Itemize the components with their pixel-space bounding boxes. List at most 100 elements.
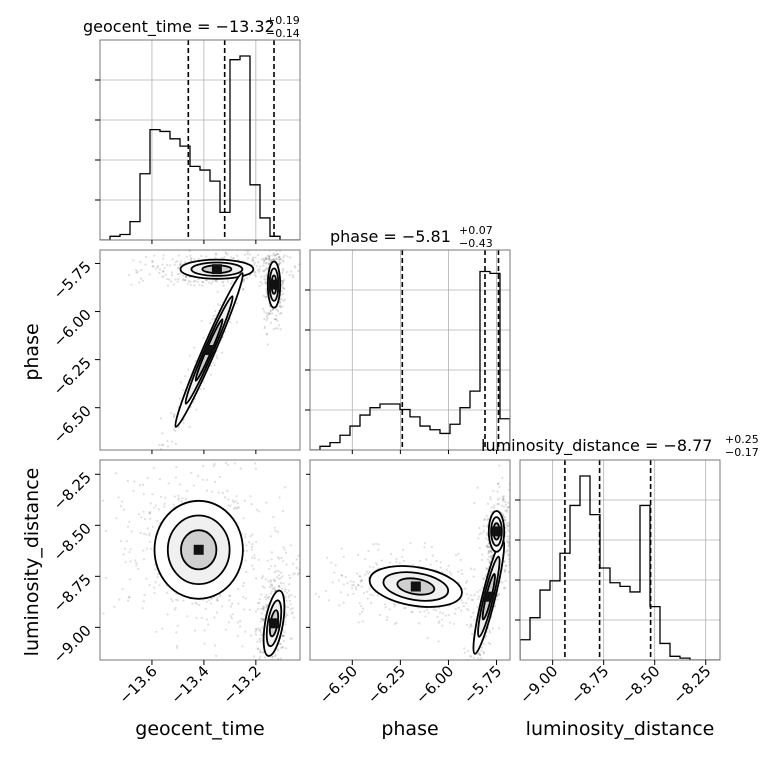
- scatter-point: [504, 509, 507, 512]
- scatter-point: [487, 549, 490, 552]
- scatter-point: [259, 620, 262, 623]
- scatter-point: [276, 203, 278, 205]
- scatter-point: [292, 562, 295, 565]
- panel-phase_vs_geocent_time: [128, 203, 300, 477]
- scatter-point: [117, 496, 120, 499]
- scatter-point: [210, 490, 213, 493]
- scatter-point: [198, 283, 201, 286]
- scatter-point: [361, 610, 364, 613]
- scatter-point: [236, 634, 239, 638]
- scatter-point: [477, 664, 479, 666]
- scatter-point: [175, 598, 178, 601]
- scatter-point: [164, 471, 166, 473]
- scatter-point: [486, 544, 489, 547]
- scatter-point: [278, 258, 281, 261]
- scatter-point: [457, 680, 459, 682]
- scatter-point: [481, 646, 484, 649]
- scatter-point: [253, 247, 255, 249]
- scatter-point: [471, 665, 473, 667]
- scatter-point: [265, 257, 268, 260]
- scatter-point: [226, 463, 229, 466]
- scatter-point: [260, 651, 263, 654]
- scatter-point: [276, 246, 278, 248]
- scatter-point: [260, 633, 263, 637]
- scatter-point: [177, 426, 180, 429]
- scatter-point: [295, 566, 298, 570]
- scatter-point: [274, 654, 277, 657]
- scatter-point: [189, 259, 192, 262]
- scatter-point: [268, 258, 271, 261]
- scatter-point: [293, 265, 296, 268]
- scatter-point: [214, 279, 217, 282]
- scatter-point: [278, 642, 281, 646]
- scatter-point: [175, 466, 178, 469]
- scatter-point: [270, 590, 274, 593]
- scatter-point: [226, 280, 230, 283]
- scatter-point: [275, 257, 278, 260]
- scatter-point: [274, 318, 277, 321]
- scatter-point: [467, 597, 470, 600]
- scatter-point: [461, 709, 463, 711]
- scatter-point: [338, 604, 341, 607]
- scatter-point: [412, 563, 415, 566]
- scatter-point: [175, 631, 178, 634]
- scatter-point: [277, 657, 280, 660]
- scatter-point: [258, 270, 261, 273]
- scatter-point: [162, 463, 164, 465]
- scatter-point: [463, 647, 466, 650]
- scatter-point: [173, 413, 176, 416]
- scatter-point: [176, 267, 179, 270]
- scatter-point: [502, 497, 505, 500]
- scatter-point: [364, 573, 367, 576]
- scatter-point: [289, 576, 292, 580]
- scatter-point: [480, 657, 483, 660]
- scatter-point: [263, 269, 266, 272]
- scatter-point: [222, 284, 225, 287]
- scatter-point: [284, 623, 287, 626]
- scatter-point: [264, 295, 267, 299]
- scatter-point: [480, 532, 483, 535]
- scatter-point: [510, 552, 512, 554]
- scatter-point: [208, 599, 211, 602]
- density-peak: [204, 345, 215, 355]
- scatter-point: [264, 256, 267, 259]
- scatter-point: [268, 312, 271, 315]
- scatter-point: [331, 581, 334, 584]
- scatter-point: [226, 489, 229, 492]
- scatter-point: [149, 512, 152, 515]
- x-tick-label-geocent_time: −13.4: [167, 662, 212, 707]
- scatter-point: [486, 532, 489, 535]
- scatter-point: [441, 570, 444, 574]
- scatter-point: [123, 508, 126, 511]
- y-tick-label-phase: −6.25: [50, 354, 95, 399]
- scatter-point: [289, 256, 292, 259]
- scatter-point: [401, 555, 404, 558]
- scatter-point: [503, 560, 506, 563]
- scatter-point: [264, 257, 267, 260]
- scatter-point: [230, 617, 233, 620]
- scatter-point: [463, 651, 467, 654]
- scatter-point: [507, 544, 510, 547]
- scatter-point: [277, 570, 280, 573]
- scatter-point: [279, 642, 282, 646]
- scatter-point: [342, 601, 345, 604]
- scatter-point: [224, 251, 227, 254]
- scatter-point: [470, 655, 473, 658]
- scatter-point: [394, 603, 397, 606]
- scatter-point: [502, 516, 506, 519]
- scatter-point: [457, 721, 459, 723]
- scatter-point: [356, 572, 359, 575]
- scatter-point: [289, 608, 292, 611]
- y-tick-label-phase: −6.50: [50, 402, 95, 447]
- scatter-point: [176, 280, 179, 283]
- scatter-point: [430, 545, 433, 549]
- scatter-point: [318, 595, 321, 598]
- scatter-point: [265, 311, 268, 314]
- scatter-point: [266, 559, 269, 562]
- scatter-point: [139, 475, 141, 477]
- scatter-point: [288, 574, 291, 577]
- scatter-point: [386, 616, 389, 619]
- scatter-point: [392, 602, 395, 606]
- scatter-point: [152, 506, 156, 509]
- scatter-point: [264, 603, 268, 607]
